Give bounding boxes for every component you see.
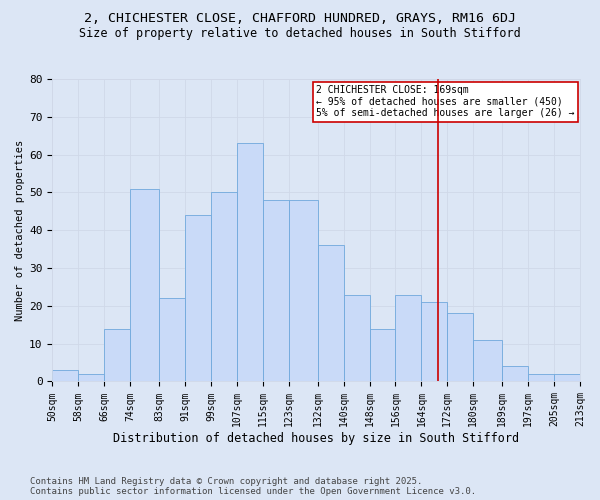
Text: 2 CHICHESTER CLOSE: 169sqm
← 95% of detached houses are smaller (450)
5% of semi: 2 CHICHESTER CLOSE: 169sqm ← 95% of deta… — [316, 85, 575, 118]
Bar — [130, 188, 159, 382]
Bar — [289, 200, 318, 382]
Bar — [159, 298, 185, 382]
Text: Contains HM Land Registry data © Crown copyright and database right 2025.: Contains HM Land Registry data © Crown c… — [30, 477, 422, 486]
Bar — [528, 374, 554, 382]
Bar — [502, 366, 528, 382]
Y-axis label: Number of detached properties: Number of detached properties — [15, 140, 25, 321]
Bar — [263, 200, 289, 382]
Bar — [237, 144, 263, 382]
Bar — [395, 294, 421, 382]
X-axis label: Distribution of detached houses by size in South Stifford: Distribution of detached houses by size … — [113, 432, 519, 445]
Bar — [554, 374, 580, 382]
Text: Contains public sector information licensed under the Open Government Licence v3: Contains public sector information licen… — [30, 487, 476, 496]
Bar — [211, 192, 237, 382]
Bar — [473, 340, 502, 382]
Bar — [52, 370, 78, 382]
Text: 2, CHICHESTER CLOSE, CHAFFORD HUNDRED, GRAYS, RM16 6DJ: 2, CHICHESTER CLOSE, CHAFFORD HUNDRED, G… — [84, 12, 516, 26]
Bar — [370, 328, 395, 382]
Bar — [104, 328, 130, 382]
Bar — [447, 314, 473, 382]
Bar — [185, 215, 211, 382]
Bar — [318, 246, 344, 382]
Bar — [78, 374, 104, 382]
Text: Size of property relative to detached houses in South Stifford: Size of property relative to detached ho… — [79, 28, 521, 40]
Bar — [344, 294, 370, 382]
Bar — [421, 302, 447, 382]
